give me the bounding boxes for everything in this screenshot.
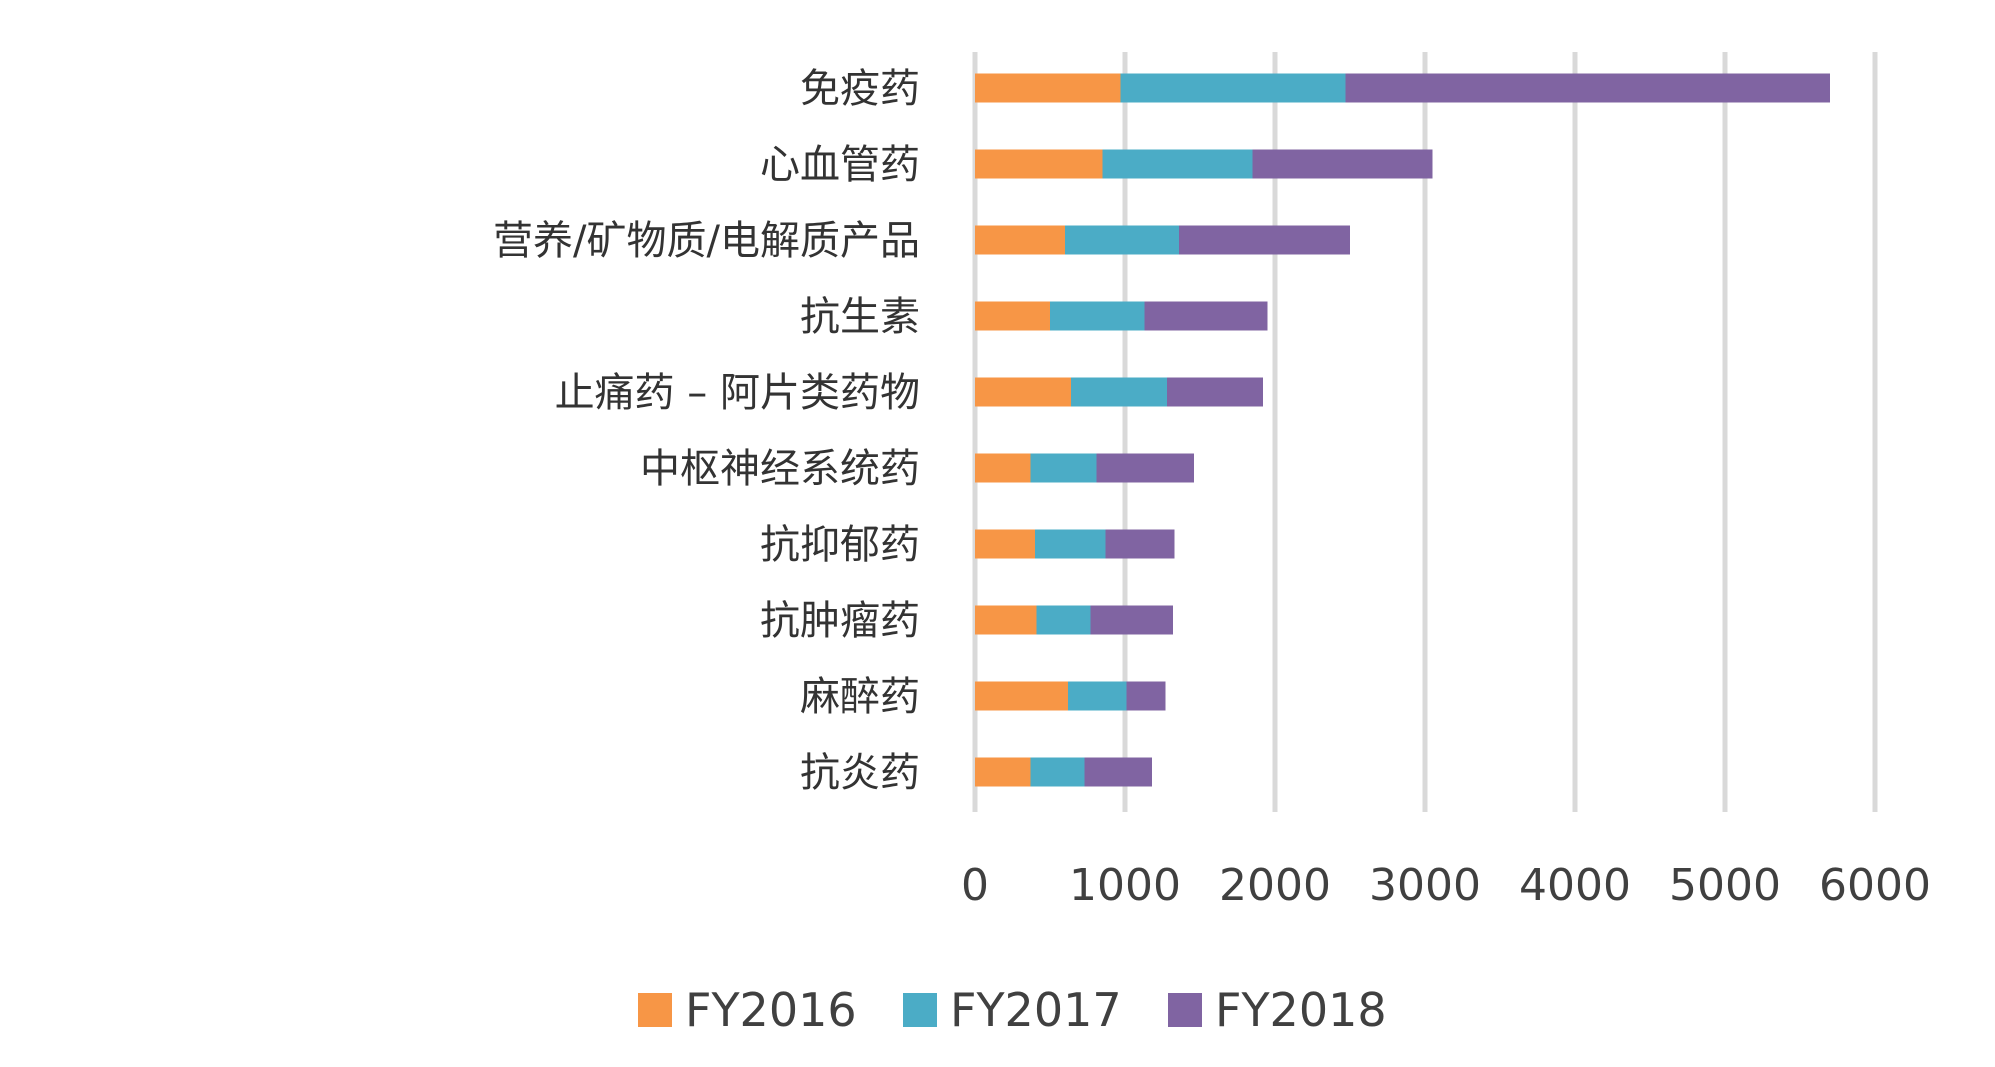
bar-FY2016-4 — [975, 377, 1071, 407]
bar-FY2017-0 — [1120, 73, 1346, 103]
legend-swatch-FY2018 — [1168, 993, 1202, 1027]
bar-FY2018-9 — [1084, 757, 1152, 787]
bar-FY2016-8 — [975, 681, 1068, 711]
category-label: 抗生素 — [800, 294, 920, 340]
bar-FY2017-1 — [1102, 149, 1253, 179]
bar-FY2017-4 — [1071, 377, 1167, 407]
bars — [975, 73, 1830, 787]
bar-FY2018-8 — [1126, 681, 1166, 711]
category-label: 免疫药 — [800, 66, 920, 112]
bar-FY2017-7 — [1036, 605, 1091, 635]
legend: FY2016 FY2017 FY2018 — [638, 983, 1387, 1037]
gridlines — [972, 52, 1878, 812]
legend-swatch-FY2016 — [638, 993, 672, 1027]
bar-FY2018-0 — [1345, 73, 1830, 103]
bar-FY2016-5 — [975, 453, 1031, 483]
category-label: 营养/矿物质/电解质产品 — [493, 218, 920, 264]
legend-label-FY2018: FY2018 — [1215, 983, 1387, 1037]
bar-FY2018-6 — [1105, 529, 1175, 559]
category-label: 止痛药 – 阿片类药物 — [555, 370, 920, 416]
category-label: 抗肿瘤药 — [760, 598, 920, 644]
legend-label-FY2016: FY2016 — [685, 983, 857, 1037]
bar-FY2017-6 — [1035, 529, 1106, 559]
bar-FY2016-7 — [975, 605, 1037, 635]
bar-FY2017-2 — [1065, 225, 1179, 255]
legend-swatch-FY2017 — [903, 993, 937, 1027]
bar-FY2017-8 — [1068, 681, 1127, 711]
bar-FY2018-7 — [1090, 605, 1173, 635]
bar-FY2018-2 — [1179, 225, 1350, 255]
x-tick-label: 3000 — [1369, 860, 1481, 911]
bar-FY2018-3 — [1144, 301, 1268, 331]
bar-FY2018-5 — [1096, 453, 1194, 483]
x-tick-label: 6000 — [1819, 860, 1931, 911]
legend-label-FY2017: FY2017 — [950, 983, 1122, 1037]
category-label: 抗炎药 — [800, 750, 920, 796]
category-label: 中枢神经系统药 — [640, 446, 920, 492]
category-label: 抗抑郁药 — [760, 522, 920, 568]
category-label: 麻醉药 — [800, 674, 920, 720]
bar-FY2017-5 — [1030, 453, 1097, 483]
x-tick-label: 5000 — [1669, 860, 1781, 911]
bar-FY2016-1 — [975, 149, 1103, 179]
x-tick-label: 1000 — [1069, 860, 1181, 911]
bar-FY2018-1 — [1252, 149, 1433, 179]
x-axis-tick-labels: 0 1000 2000 3000 4000 5000 6000 — [961, 860, 1931, 911]
bar-FY2017-9 — [1030, 757, 1085, 787]
bar-FY2016-6 — [975, 529, 1035, 559]
x-tick-label: 0 — [961, 860, 989, 911]
bar-FY2017-3 — [1050, 301, 1145, 331]
x-tick-label: 2000 — [1219, 860, 1331, 911]
bar-FY2016-2 — [975, 225, 1065, 255]
x-tick-label: 4000 — [1519, 860, 1631, 911]
bar-FY2016-0 — [975, 73, 1121, 103]
bar-FY2016-3 — [975, 301, 1050, 331]
category-label: 心血管药 — [760, 142, 920, 188]
bar-FY2018-4 — [1167, 377, 1263, 407]
bar-FY2016-9 — [975, 757, 1031, 787]
